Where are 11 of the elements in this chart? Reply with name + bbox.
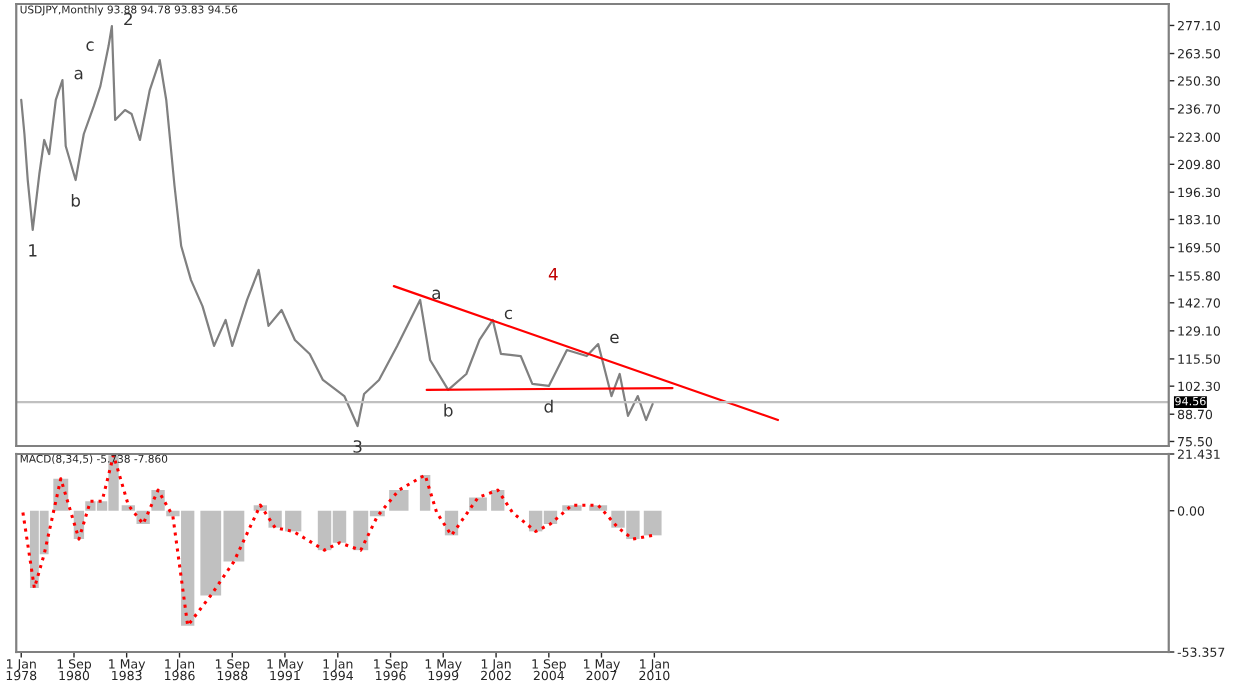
annotation: b bbox=[444, 403, 453, 417]
annotation: a bbox=[432, 289, 440, 300]
annotation: 1 bbox=[29, 244, 37, 257]
annotation: a bbox=[74, 69, 83, 80]
annotation: 2 bbox=[124, 12, 132, 26]
annotation: d bbox=[544, 399, 553, 413]
annotation: c bbox=[504, 309, 513, 320]
annotation: b bbox=[71, 193, 80, 207]
annotation: e bbox=[610, 333, 619, 344]
annotation: 4 bbox=[548, 268, 558, 281]
annotation: c bbox=[86, 41, 94, 51]
